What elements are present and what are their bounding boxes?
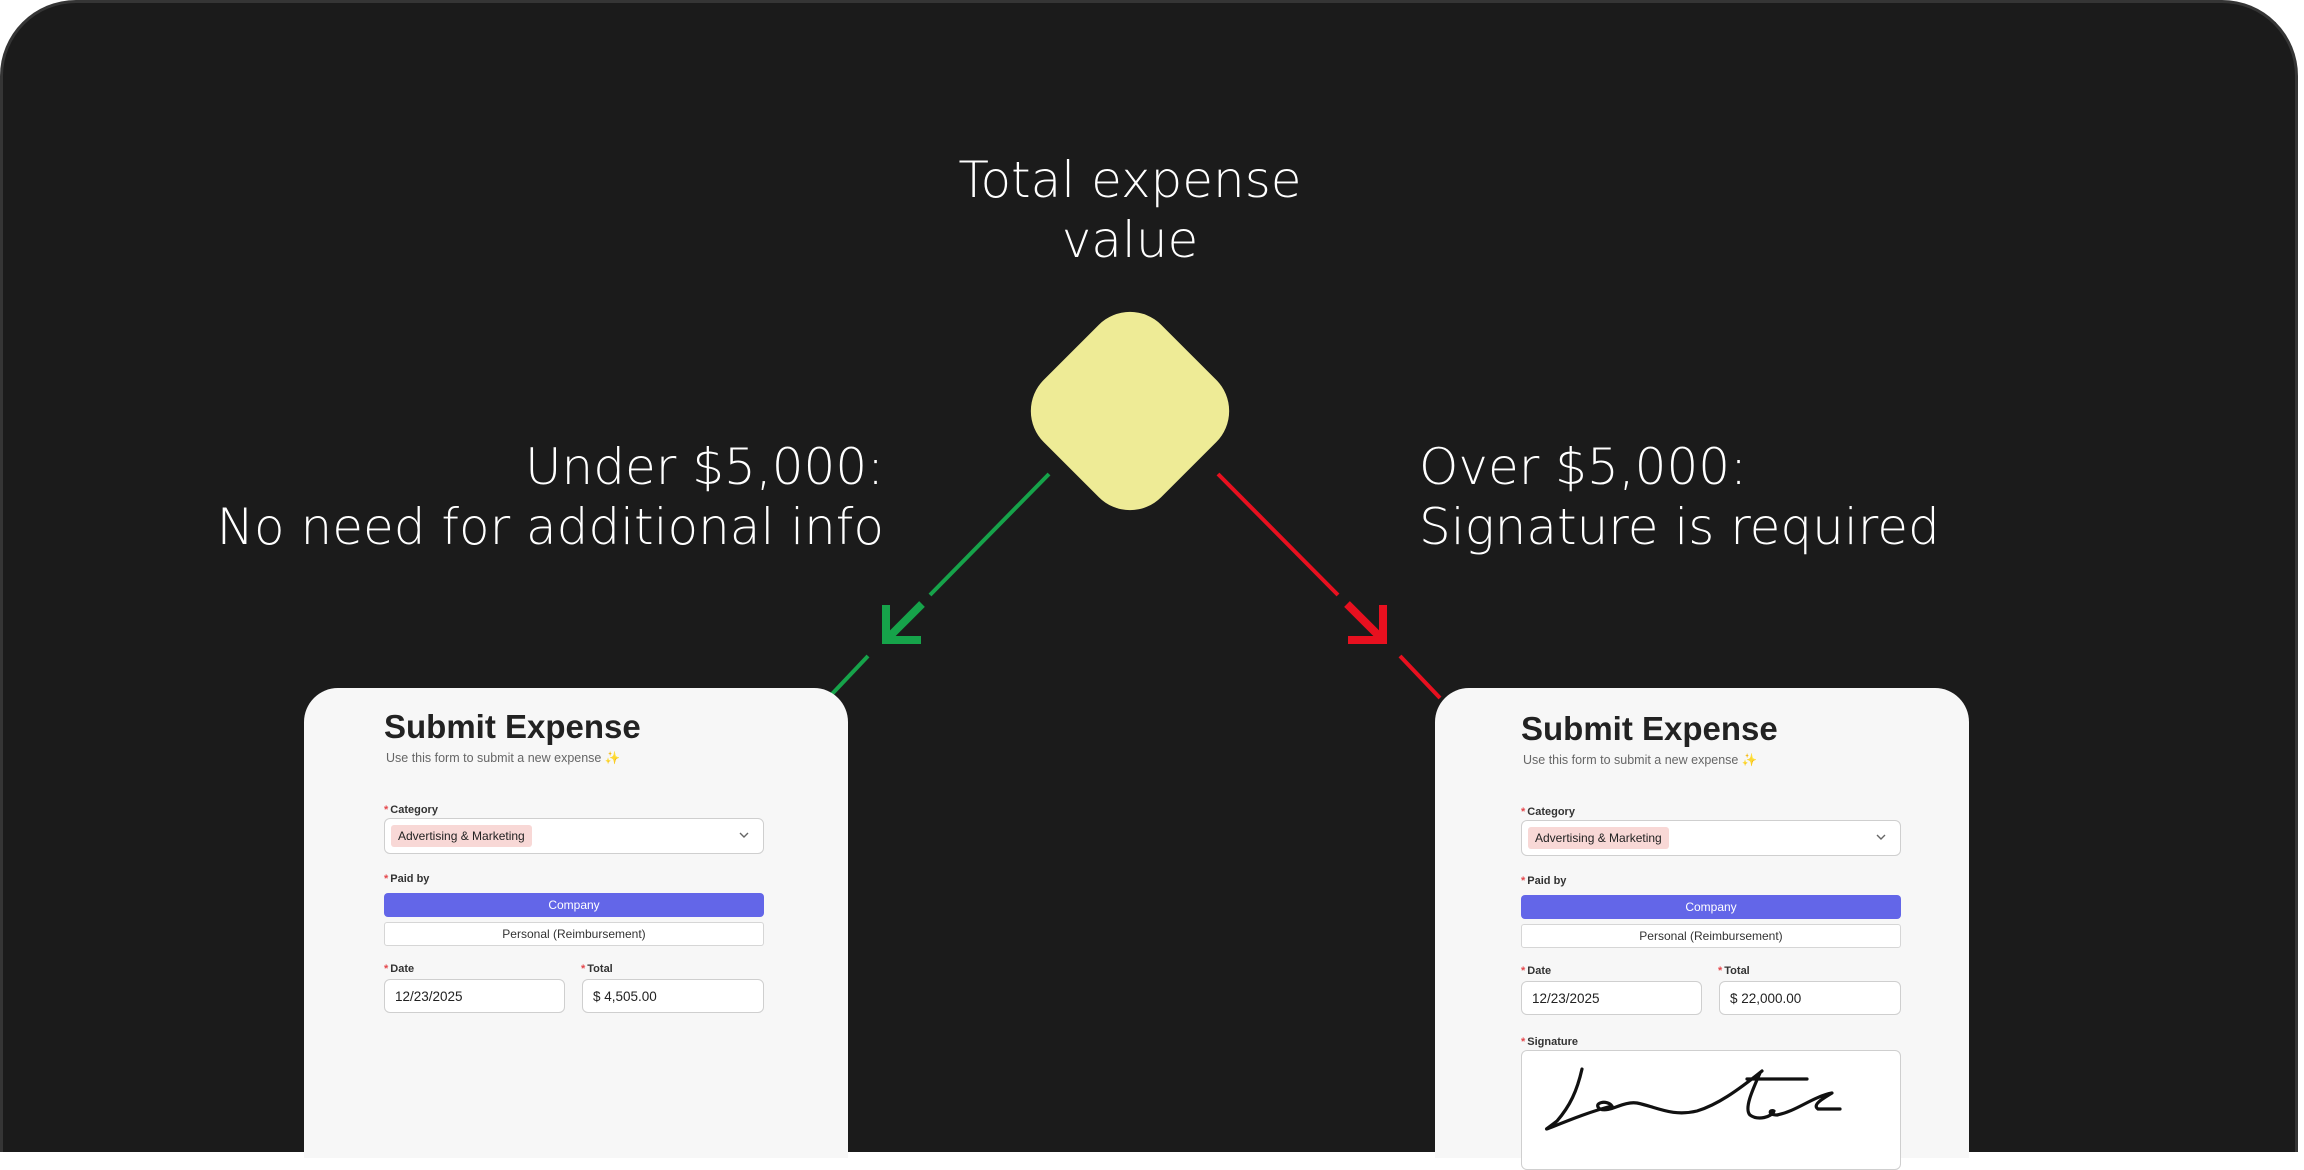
form-title: Submit Expense [384,708,641,745]
green-arrow-head [882,605,921,644]
required-mark: * [1521,1036,1526,1048]
date-label: * Date [384,963,414,975]
paid-by-label-text: Paid by [390,873,430,885]
signature-label: * Signature [1521,1036,1578,1048]
signature-pad[interactable] [1521,1050,1901,1170]
left-expense-form: Submit Expense Use this form to submit a… [304,688,848,1158]
total-label: * Total [581,963,613,975]
left-branch-line1: Under $5,000: [524,438,884,496]
form-title: Submit Expense [1521,710,1778,747]
date-input[interactable]: 12/23/2025 [1521,981,1702,1015]
paid-by-company-button[interactable]: Company [384,893,764,917]
chevron-down-icon [1876,834,1886,840]
total-input[interactable]: $ 22,000.00 [1719,981,1901,1015]
required-mark: * [384,873,389,885]
required-mark: * [1718,965,1723,977]
paid-by-label: * Paid by [384,873,429,885]
form-subtitle: Use this form to submit a new expense ✨ [386,751,621,765]
decision-title-line1: Total expense [958,151,1302,209]
paid-by-label: * Paid by [1521,875,1566,887]
paid-by-personal-button[interactable]: Personal (Reimbursement) [384,922,764,946]
signature-drawing [1544,1067,1842,1131]
right-branch-label: Over $5,000: Signature is required [1419,437,2119,557]
paid-by-personal-button[interactable]: Personal (Reimbursement) [1521,924,1901,948]
decision-title: Total expense value [880,150,1380,270]
red-arrow-head [1348,605,1387,644]
right-branch-line2: Signature is required [1419,498,1940,556]
category-tag: Advertising & Marketing [391,825,532,847]
total-label-text: Total [587,963,613,975]
green-arrow-line [928,472,1051,597]
total-label-text: Total [1724,965,1750,977]
total-input[interactable]: $ 4,505.00 [582,979,764,1013]
required-mark: * [581,963,586,975]
required-mark: * [384,804,389,816]
category-label: * Category [1521,806,1575,818]
required-mark: * [1521,806,1526,818]
form-subtitle: Use this form to submit a new expense ✨ [1523,753,1758,767]
required-mark: * [1521,875,1526,887]
left-branch-label: Under $5,000: No need for additional inf… [200,437,884,557]
chevron-down-icon [739,832,749,838]
date-label-text: Date [1527,965,1552,977]
right-branch-line1: Over $5,000: [1419,438,1747,496]
category-label: * Category [384,804,438,816]
category-label-text: Category [1527,806,1575,818]
red-arrow [1216,472,1442,700]
red-arrow-tail [1398,654,1442,700]
date-input[interactable]: 12/23/2025 [384,979,565,1013]
date-label: * Date [1521,965,1551,977]
paid-by-label-text: Paid by [1527,875,1567,887]
category-label-text: Category [390,804,438,816]
total-label: * Total [1718,965,1750,977]
decision-title-line2: value [1061,211,1199,269]
date-label-text: Date [390,963,415,975]
green-arrow-tail [830,654,870,696]
required-mark: * [1521,965,1526,977]
left-branch-line2: No need for additional info [216,498,884,556]
green-arrow [830,472,1051,696]
signature-label-text: Signature [1527,1036,1579,1048]
category-tag: Advertising & Marketing [1528,827,1669,849]
required-mark: * [384,963,389,975]
paid-by-company-button[interactable]: Company [1521,895,1901,919]
category-select[interactable]: Advertising & Marketing [1521,820,1901,856]
category-select[interactable]: Advertising & Marketing [384,818,764,854]
red-arrow-line [1216,472,1340,597]
right-expense-form: Submit Expense Use this form to submit a… [1435,688,1969,1170]
